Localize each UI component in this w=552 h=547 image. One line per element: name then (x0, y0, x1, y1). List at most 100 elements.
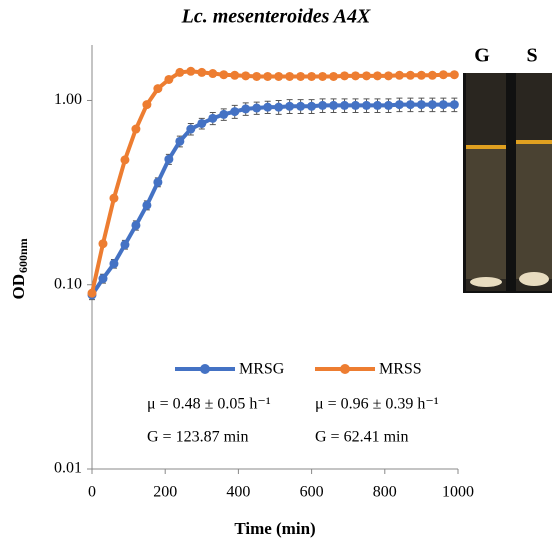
data-point (263, 72, 272, 81)
data-point (439, 70, 448, 79)
inset-photo (463, 73, 552, 293)
data-point (285, 102, 294, 111)
data-point (274, 103, 283, 112)
chart-title: Lc. mesenteroides A4X (181, 6, 371, 28)
x-tick-label: 400 (226, 484, 250, 501)
annotation: μ = 0.96 ± 0.39 h⁻¹ (315, 396, 439, 413)
data-point (175, 68, 184, 77)
data-point (318, 72, 327, 81)
data-point (109, 194, 118, 203)
y-tick-label: 0.01 (54, 460, 82, 477)
liquid-g (466, 149, 506, 279)
data-point (186, 67, 195, 76)
meniscus-g (466, 145, 506, 149)
data-point (428, 71, 437, 80)
data-point (417, 100, 426, 109)
series-line (92, 105, 454, 295)
data-point (406, 100, 415, 109)
legend-label: MRSS (379, 361, 422, 378)
x-axis-label: Time (min) (234, 519, 315, 538)
data-point (153, 84, 162, 93)
data-point (351, 71, 360, 80)
data-point (88, 289, 97, 298)
data-point (351, 101, 360, 110)
data-point (142, 201, 151, 210)
data-point (395, 100, 404, 109)
data-point (131, 125, 140, 134)
data-point (362, 101, 371, 110)
data-point (197, 119, 206, 128)
data-point (98, 274, 107, 283)
data-point (241, 104, 250, 113)
data-point (252, 72, 261, 81)
inset-label: S (526, 45, 537, 67)
data-point (131, 221, 140, 230)
data-point (164, 75, 173, 84)
data-point (274, 72, 283, 81)
data-point (384, 71, 393, 80)
data-point (450, 100, 459, 109)
data-point (450, 70, 459, 79)
data-point (98, 239, 107, 248)
y-tick-label: 1.00 (54, 91, 82, 108)
pellet-g (470, 277, 502, 287)
data-point (318, 101, 327, 110)
y-tick-label: 0.10 (54, 275, 82, 292)
data-point (384, 101, 393, 110)
data-point (307, 102, 316, 111)
data-point (428, 100, 437, 109)
data-point (362, 71, 371, 80)
data-point (175, 137, 184, 146)
y-axis-label-sub: 600nm (16, 238, 30, 273)
annotation: μ = 0.48 ± 0.05 h⁻¹ (147, 396, 271, 413)
pellet-s (519, 272, 549, 286)
legend-label: MRSG (239, 361, 285, 378)
data-point (142, 100, 151, 109)
data-point (219, 110, 228, 119)
inset-label: G (474, 45, 490, 67)
data-point (417, 71, 426, 80)
data-point (120, 155, 129, 164)
data-point (252, 104, 261, 113)
data-point (230, 71, 239, 80)
data-point (329, 101, 338, 110)
data-point (219, 70, 228, 79)
data-point (439, 100, 448, 109)
x-tick-label: 200 (153, 484, 177, 501)
data-point (373, 101, 382, 110)
data-point (340, 71, 349, 80)
data-point (120, 240, 129, 249)
data-point (285, 72, 294, 81)
data-point (230, 107, 239, 116)
data-point (296, 102, 305, 111)
x-tick-label: 1000 (442, 484, 474, 501)
data-point (373, 71, 382, 80)
y-axis-label: OD (9, 274, 28, 300)
liquid-s (516, 144, 552, 279)
data-point (395, 71, 404, 80)
meniscus-s (516, 140, 552, 144)
data-point (164, 155, 173, 164)
data-point (296, 72, 305, 81)
y-axis-label-group: OD 600nm (9, 238, 30, 299)
annotation: G = 62.41 min (315, 429, 408, 446)
data-point (197, 68, 206, 77)
data-point (208, 69, 217, 78)
x-tick-label: 0 (88, 484, 96, 501)
chart: Lc. mesenteroides A4X Time (min) OD 600n… (0, 0, 552, 547)
data-point (307, 72, 316, 81)
x-tick-label: 800 (373, 484, 397, 501)
data-point (329, 72, 338, 81)
data-point (241, 71, 250, 80)
legend-marker (200, 364, 210, 374)
data-point (340, 101, 349, 110)
data-point (153, 178, 162, 187)
data-point (208, 114, 217, 123)
legend-marker (340, 364, 350, 374)
annotation: G = 123.87 min (147, 429, 248, 446)
data-point (186, 125, 195, 134)
x-tick-label: 600 (300, 484, 324, 501)
data-point (109, 259, 118, 268)
data-point (406, 71, 415, 80)
data-point (263, 103, 272, 112)
